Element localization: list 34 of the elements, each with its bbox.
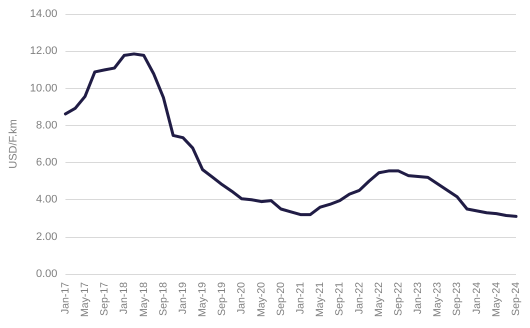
y-tick-label: 12.00 (30, 45, 58, 58)
x-tick-label: Jan-20 (236, 282, 248, 314)
x-tick-label: May-23 (432, 282, 444, 318)
x-tick-label: Sep-19 (216, 282, 228, 316)
x-tick-label: Jan-18 (118, 282, 130, 314)
x-tick-label: May-17 (79, 282, 92, 318)
x-tick-label: Sep-24 (510, 282, 522, 316)
y-tick-label: 14.00 (30, 8, 58, 20)
line-series (64, 52, 518, 218)
x-tick-label: May-19 (196, 282, 209, 318)
x-tick-label: Sep-17 (98, 282, 111, 316)
x-tick-label: Jan-23 (412, 282, 424, 314)
y-tick-label: 0.00 (36, 268, 58, 280)
y-tick-label: 4.00 (36, 194, 58, 206)
y-tick-label: 2.00 (36, 230, 58, 243)
x-tick-label: Jan-19 (176, 282, 189, 314)
x-tick-label: Jan-21 (294, 282, 307, 314)
x-tick-label: May-24 (490, 282, 502, 318)
x-tick-label: Sep-23 (451, 282, 464, 316)
x-tick-label: Jan-24 (470, 282, 483, 314)
x-tick-label: Jan-17 (59, 282, 72, 314)
x-tick-label: May-18 (138, 282, 150, 318)
x-tick-label: Sep-20 (274, 282, 287, 316)
x-tick-label: May-20 (255, 282, 268, 318)
x-tick-label: Sep-21 (334, 282, 346, 316)
y-tick-label: 6.00 (36, 156, 58, 169)
y-tick-label: 10.00 (30, 82, 58, 94)
y-tick-label: 8.00 (36, 119, 58, 132)
y-axis-title: USD/F.km (8, 119, 20, 169)
x-tick-label: May-21 (314, 282, 326, 318)
x-tick-label: Sep-22 (392, 282, 404, 316)
x-tick-label: Jan-22 (353, 282, 366, 314)
x-tick-label: May-22 (372, 282, 385, 318)
x-tick-label: Sep-18 (157, 282, 170, 316)
